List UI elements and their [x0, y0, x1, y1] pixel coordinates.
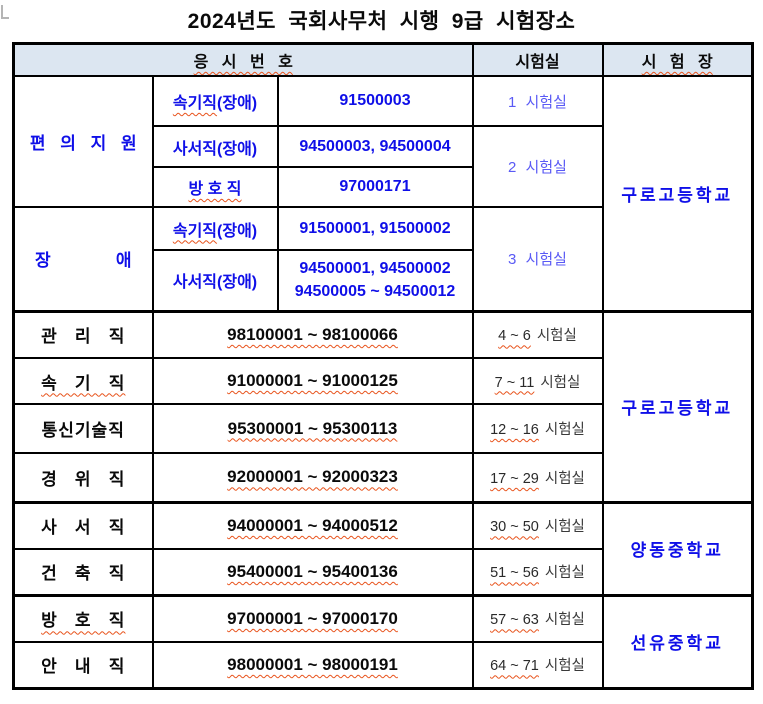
applicant-numbers-cell: 98000001 ~ 98000191 — [151, 641, 474, 689]
applicant-numbers-cell: 91000001 ~ 91000125 — [151, 357, 474, 405]
table-row: 통신기술직 95300001 ~ 95300113 12 ~ 16 시험실 — [12, 403, 753, 454]
table-row: 장 애 속기직(장애) 91500001, 91500002 3 시험실 — [12, 206, 753, 312]
header-exam-room: 시험실 — [471, 42, 604, 77]
table-row: 사서직(장애) 94500003, 94500004 2 시험실 — [14, 125, 753, 208]
page-title: 2024년도 국회사무처 시행 9급 시험장소 — [187, 10, 576, 33]
job-cell: 경 위 직 — [12, 452, 154, 504]
table-row: 속 기 직 91000001 ~ 91000125 7 ~ 11 시험실 — [12, 357, 753, 405]
exam-room-cell: 7 ~ 11 시험실 — [471, 357, 604, 405]
exam-room-cell: 51 ~ 56 시험실 — [471, 548, 604, 597]
table-row: 방 호 직 97000001 ~ 97000170 57 ~ 63 시험실 선유중… — [12, 593, 754, 689]
table-row: 건 축 직 95400001 ~ 95400136 51 ~ 56 시험실 — [12, 548, 753, 597]
exam-room-cell: 57 ~ 63 시험실 — [471, 593, 604, 643]
applicant-numbers-cell: 95400001 ~ 95400136 — [151, 548, 474, 597]
applicant-numbers-cell: 95300001 ~ 95300113 — [151, 403, 474, 454]
applicant-numbers-cell: 98100001 ~ 98100066 — [151, 309, 474, 359]
exam-site-cell: 양동중학교 — [601, 500, 754, 596]
table-row: 관 리 직 98100001 ~ 98100066 4 ~ 6 시험실 구로고등학… — [12, 309, 754, 503]
job-cell: 속 기 직 — [12, 357, 154, 405]
table-row: 사 서 직 94000001 ~ 94000512 30 ~ 50 시험실 양동중… — [12, 500, 754, 596]
job-cell: 속기직(장애) — [151, 206, 279, 251]
applicant-numbers-cell: 91500003 — [276, 75, 474, 127]
table-row: 경 위 직 92000001 ~ 92000323 17 ~ 29 시험실 — [12, 452, 753, 504]
applicant-numbers-cell: 91500001, 91500002 — [276, 206, 474, 251]
job-cell: 관 리 직 — [12, 309, 154, 359]
exam-room-cell: 64 ~ 71 시험실 — [471, 641, 604, 689]
header-applicant-number: 응 시 번 호 — [12, 42, 474, 77]
exam-site-cell: 구로고등학교 — [601, 75, 754, 312]
applicant-numbers-cell: 97000171 — [276, 166, 474, 208]
exam-room-cell: 4 ~ 6 시험실 — [471, 309, 604, 359]
exam-room-cell: 3 시험실 — [471, 206, 604, 312]
table-header-row: 응 시 번 호 시험실 시 험 장 — [12, 42, 754, 77]
table-row: 방 호 직 97000171 — [14, 166, 753, 208]
exam-room-cell: 1 시험실 — [471, 75, 604, 127]
exam-site-cell: 구로고등학교 — [601, 309, 754, 503]
job-cell: 사서직(장애) — [151, 249, 279, 313]
table-row: 안 내 직 98000001 ~ 98000191 64 ~ 71 시험실 — [12, 641, 753, 689]
group-accommodation-label: 편 의 지 원 — [12, 75, 154, 208]
job-cell: 방 호 직 — [12, 593, 154, 643]
exam-room-cell: 30 ~ 50 시험실 — [471, 500, 604, 550]
exam-site-cell: 선유중학교 — [601, 593, 754, 689]
applicant-numbers-cell: 92000001 ~ 92000323 — [151, 452, 474, 504]
exam-room-cell: 12 ~ 16 시험실 — [471, 403, 604, 454]
exam-location-table: 응 시 번 호 시험실 시 험 장 편 의 지 원 속기직(장애) 915000… — [12, 42, 754, 690]
job-cell: 사서직(장애) — [151, 125, 279, 168]
job-cell: 속기직(장애) — [151, 75, 279, 127]
group-disability-label: 장 애 — [12, 206, 154, 312]
table-row: 편 의 지 원 속기직(장애) 91500003 1 시험실 구로고등학교 — [12, 75, 754, 312]
applicant-numbers-cell: 94500001, 94500002 94500005 ~ 94500012 — [276, 249, 474, 313]
applicant-numbers-cell: 94000001 ~ 94000512 — [151, 500, 474, 550]
job-cell: 안 내 직 — [12, 641, 154, 689]
job-cell: 사 서 직 — [12, 500, 154, 550]
applicant-numbers-cell: 97000001 ~ 97000170 — [151, 593, 474, 643]
header-exam-site: 시 험 장 — [601, 42, 754, 77]
page-corner-mark — [1, 5, 9, 19]
job-cell: 통신기술직 — [12, 403, 154, 454]
job-cell: 건 축 직 — [12, 548, 154, 597]
table-row: 사서직(장애) 94500001, 94500002 94500005 ~ 94… — [14, 249, 753, 313]
exam-room-cell: 2 시험실 — [471, 125, 604, 208]
applicant-numbers-cell: 94500003, 94500004 — [276, 125, 474, 168]
job-cell: 방 호 직 — [151, 166, 279, 208]
exam-room-cell: 17 ~ 29 시험실 — [471, 452, 604, 504]
